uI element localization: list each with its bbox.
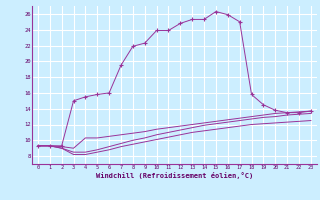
X-axis label: Windchill (Refroidissement éolien,°C): Windchill (Refroidissement éolien,°C) <box>96 172 253 179</box>
